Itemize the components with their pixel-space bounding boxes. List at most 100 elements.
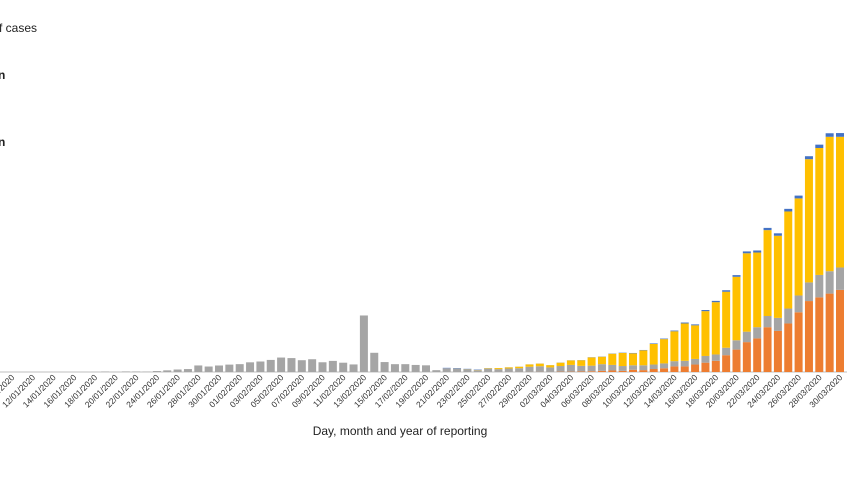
bar-segment bbox=[773, 235, 782, 318]
bar-segment bbox=[535, 363, 544, 367]
legend-fragment: n bbox=[0, 68, 5, 82]
bar-segment bbox=[328, 360, 337, 372]
bar-segment bbox=[597, 370, 606, 372]
bar-segment bbox=[773, 233, 782, 236]
bar-segment bbox=[494, 369, 503, 372]
bar-segment bbox=[649, 364, 658, 370]
bar-segment bbox=[691, 358, 700, 365]
bar-segment bbox=[473, 370, 482, 372]
bar-segment bbox=[836, 267, 844, 290]
bar-segment bbox=[453, 368, 462, 372]
bar-segment bbox=[194, 365, 203, 372]
bar-segment bbox=[804, 156, 813, 160]
bar-segment bbox=[836, 133, 844, 137]
bar-segment bbox=[215, 365, 223, 372]
bar-segment bbox=[639, 370, 648, 372]
bar-segment bbox=[546, 365, 555, 368]
bar-segment bbox=[680, 323, 689, 361]
bar-segment bbox=[390, 364, 399, 372]
bar-segment bbox=[763, 327, 772, 372]
bar-segment bbox=[629, 369, 637, 372]
bar-segment bbox=[618, 366, 627, 371]
bar-segment bbox=[411, 364, 420, 372]
bar-segment bbox=[742, 253, 751, 332]
bar-segment bbox=[660, 363, 669, 369]
bar-segment bbox=[515, 368, 524, 372]
bar-segment bbox=[732, 340, 741, 350]
bar-segment bbox=[297, 360, 306, 372]
bar-segment bbox=[349, 364, 358, 372]
bar-segment bbox=[370, 352, 379, 372]
bar-segment bbox=[359, 315, 368, 372]
bar-segment bbox=[256, 361, 265, 372]
bar-segment bbox=[132, 371, 141, 372]
bar-segment bbox=[670, 366, 679, 372]
bar-segment bbox=[701, 362, 710, 372]
bar-segment bbox=[784, 308, 793, 324]
bar-segment bbox=[163, 370, 172, 372]
bar-segment bbox=[711, 354, 720, 361]
bar-segment bbox=[753, 327, 762, 339]
bar-segment bbox=[732, 275, 741, 277]
bar-segment bbox=[618, 370, 627, 372]
bar-segment bbox=[173, 369, 182, 372]
y-axis-title-fragment: f cases bbox=[0, 21, 37, 35]
bar-segment bbox=[535, 366, 544, 372]
bar-segment bbox=[442, 368, 451, 372]
bar-segment bbox=[691, 364, 700, 372]
bar-segment bbox=[722, 290, 731, 292]
bar-segment bbox=[670, 331, 679, 362]
bar-segment bbox=[587, 365, 596, 372]
bar-segment bbox=[608, 370, 617, 372]
bar-segment bbox=[660, 338, 669, 340]
bar-segment bbox=[742, 251, 751, 254]
bar-segment bbox=[587, 357, 596, 366]
bar-segment bbox=[287, 358, 296, 372]
bar-segment bbox=[339, 362, 348, 372]
bar-segment bbox=[504, 367, 513, 369]
bar-segment bbox=[422, 365, 430, 372]
bar-segment bbox=[701, 310, 710, 312]
bar-segment bbox=[763, 227, 772, 231]
bar-segment bbox=[484, 368, 493, 372]
x-axis-title: Day, month and year of reporting bbox=[313, 424, 488, 438]
bar-segment bbox=[670, 330, 679, 332]
bar-segment bbox=[515, 366, 524, 369]
bar-segment bbox=[660, 339, 669, 364]
bar-segment bbox=[753, 252, 762, 328]
bar-segment bbox=[577, 360, 586, 366]
bar-segment bbox=[577, 371, 586, 372]
bar-segment bbox=[815, 274, 824, 298]
legend-fragment: n bbox=[0, 135, 5, 149]
bar-segment bbox=[121, 371, 130, 372]
bar-segment bbox=[556, 366, 565, 372]
bar-segment bbox=[701, 311, 710, 356]
bar-segment bbox=[794, 295, 803, 313]
bar-segment bbox=[763, 316, 772, 328]
bar-segment bbox=[804, 282, 813, 302]
bar-segment bbox=[101, 371, 110, 372]
bar-segment bbox=[629, 353, 637, 366]
bar-segment bbox=[525, 366, 534, 372]
bar-segment bbox=[804, 301, 813, 372]
bar-segment bbox=[825, 293, 834, 372]
bar-segment bbox=[784, 211, 793, 309]
bar-segment bbox=[546, 367, 555, 372]
bar-segment bbox=[494, 368, 503, 370]
bar-segment bbox=[504, 368, 513, 372]
bar-segment bbox=[691, 325, 700, 359]
bar-segment bbox=[815, 144, 824, 148]
bar-segment bbox=[732, 349, 741, 372]
bar-segment bbox=[225, 364, 234, 372]
bar-segment bbox=[235, 364, 244, 372]
bar-segment bbox=[463, 369, 472, 372]
bar-segment bbox=[608, 364, 617, 371]
bar-segment bbox=[587, 371, 596, 372]
bar-segment bbox=[773, 330, 782, 372]
bar-segment bbox=[742, 342, 751, 372]
bar-segment bbox=[701, 355, 710, 363]
bar-segment bbox=[680, 360, 689, 367]
bar-segment bbox=[152, 371, 161, 372]
bar-segment bbox=[597, 364, 606, 371]
bar-segment bbox=[618, 352, 627, 367]
